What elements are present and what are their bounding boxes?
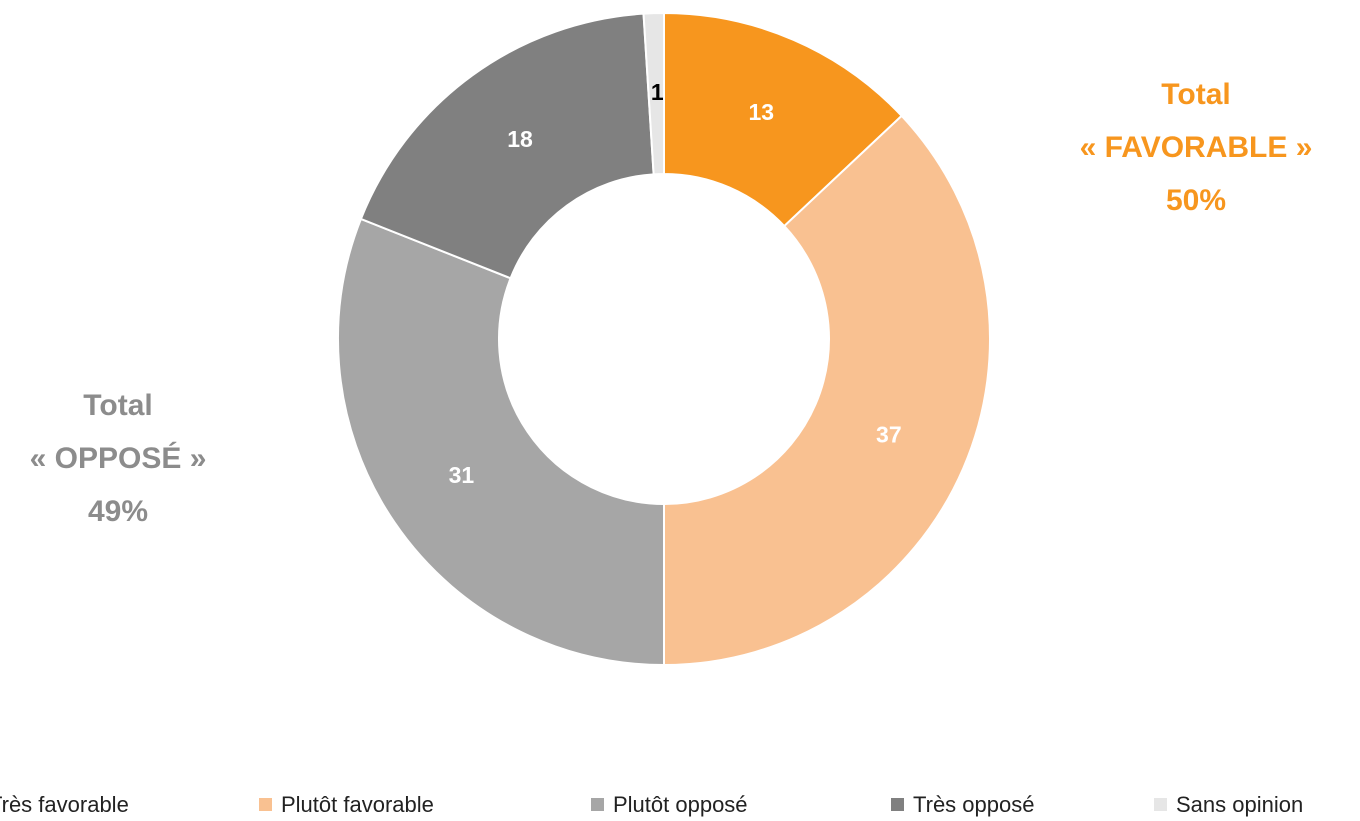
value-label: 31	[449, 462, 475, 488]
annotation: 49%	[88, 495, 148, 528]
value-label: 18	[507, 126, 533, 152]
value-label: 1	[651, 79, 664, 105]
legend-swatch	[891, 798, 904, 811]
legend-label: Sans opinion	[1176, 792, 1303, 817]
legend-label: Plutôt favorable	[281, 792, 434, 817]
legend-label: Plutôt opposé	[613, 792, 748, 817]
annotation: 50%	[1166, 184, 1226, 217]
legend-swatch	[259, 798, 272, 811]
value-label: 13	[749, 99, 775, 125]
donut-segment	[663, 114, 991, 667]
donut-segment	[337, 217, 665, 667]
annotation: « FAVORABLE »	[1080, 131, 1313, 164]
annotation: « OPPOSÉ »	[30, 441, 207, 475]
donut-segment	[359, 12, 655, 280]
legend-label: Très favorable	[0, 792, 129, 817]
donut-segment	[663, 11, 904, 228]
annotation: Total	[83, 389, 152, 422]
legend-swatch	[591, 798, 604, 811]
annotation: Total	[1161, 78, 1230, 111]
donut-segment	[642, 11, 665, 176]
value-label: 37	[876, 421, 902, 447]
legend-swatch	[1154, 798, 1167, 811]
legend-label: Très opposé	[913, 792, 1034, 817]
